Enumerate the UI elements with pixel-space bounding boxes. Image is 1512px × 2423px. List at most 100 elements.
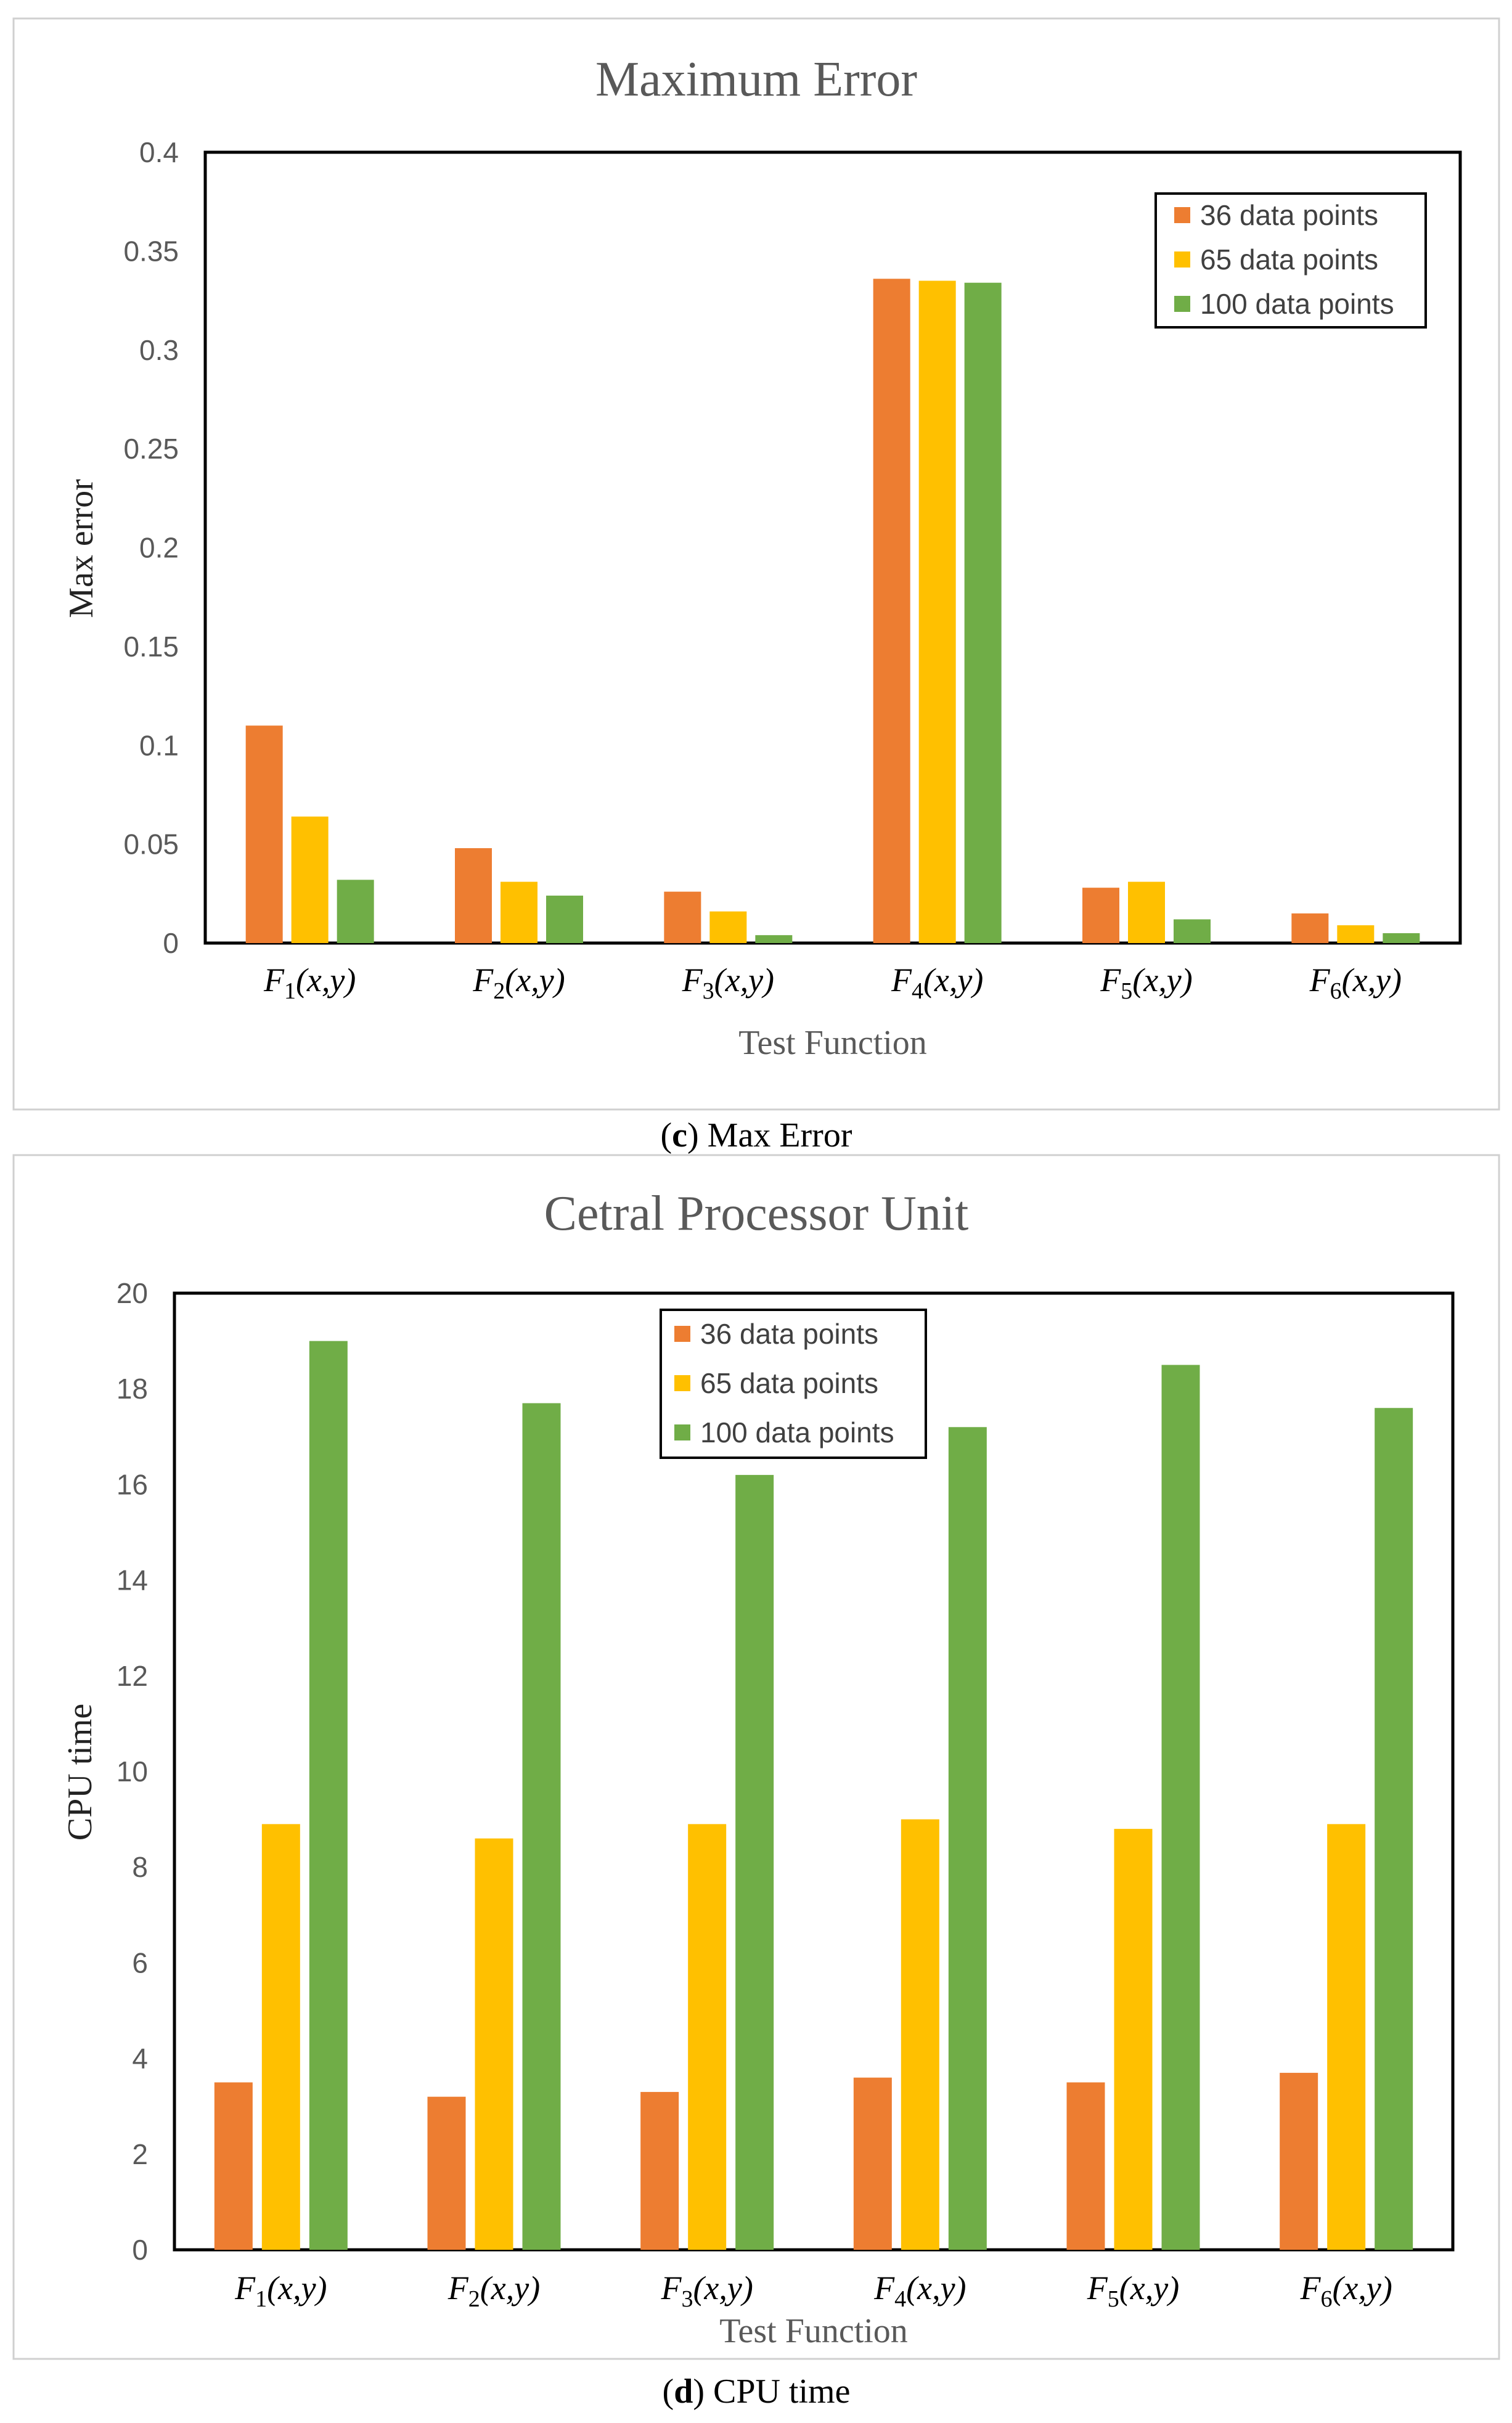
x-tick-label: F6(x,y) bbox=[1299, 2270, 1392, 2312]
bar-36-data-points-2 bbox=[455, 848, 492, 943]
x-tick-label: F5(x,y) bbox=[1100, 962, 1192, 1004]
y-tick-label: 2 bbox=[132, 2138, 148, 2170]
chart-border bbox=[12, 17, 1500, 1111]
bar-100-data-points-1 bbox=[309, 1341, 348, 2250]
bar-100-data-points-4 bbox=[948, 1427, 987, 2250]
bar-65-data-points-2 bbox=[501, 881, 537, 943]
legend-label: 100 data points bbox=[1200, 288, 1394, 320]
y-tick-label: 12 bbox=[116, 1660, 148, 1692]
x-tick-label: F2(x,y) bbox=[472, 962, 565, 1004]
caption-d: (d) CPU time bbox=[663, 2372, 851, 2411]
bar-100-data-points-6 bbox=[1383, 933, 1420, 943]
bar-100-data-points-5 bbox=[1174, 919, 1211, 943]
y-tick-label: 6 bbox=[132, 1947, 148, 1979]
legend-swatch bbox=[674, 1326, 690, 1342]
x-tick-label: F1(x,y) bbox=[263, 962, 356, 1004]
bar-36-data-points-6 bbox=[1291, 913, 1329, 943]
x-axis-label: Test Function bbox=[738, 1024, 927, 1062]
legend: 36 data points 65 data points 100 data poi… bbox=[660, 1309, 927, 1459]
legend-swatch bbox=[674, 1375, 690, 1391]
bar-65-data-points-6 bbox=[1337, 925, 1375, 943]
bar-100-data-points-6 bbox=[1375, 1408, 1413, 2250]
x-tick-label: F4(x,y) bbox=[873, 2270, 966, 2312]
legend: 36 data points 65 data points 100 data poi… bbox=[1154, 192, 1427, 329]
legend-swatch bbox=[674, 1424, 690, 1440]
caption-c: (c) Max Error bbox=[661, 1116, 852, 1154]
y-axis-ticks: 0 2 4 6 8 10 12 14 16 18 20 bbox=[116, 1277, 148, 2266]
bar-36-data-points-4 bbox=[853, 2077, 892, 2250]
bar-100-data-points-2 bbox=[546, 896, 583, 943]
bar-65-data-points-1 bbox=[291, 816, 329, 943]
x-tick-label: F6(x,y) bbox=[1309, 962, 1402, 1004]
y-tick-label: 0.05 bbox=[123, 828, 179, 860]
legend-label: 36 data points bbox=[700, 1318, 878, 1350]
legend-box bbox=[1154, 192, 1427, 329]
legend-label: 36 data points bbox=[1200, 199, 1378, 231]
y-tick-label: 0.15 bbox=[123, 631, 179, 663]
legend-swatch bbox=[1174, 207, 1190, 223]
bar-65-data-points-3 bbox=[688, 1824, 727, 2250]
x-tick-label: F1(x,y) bbox=[234, 2270, 327, 2312]
bar-65-data-points-2 bbox=[475, 1838, 513, 2250]
bar-65-data-points-5 bbox=[1114, 1829, 1153, 2250]
bar-100-data-points-3 bbox=[755, 935, 793, 943]
bar-100-data-points-2 bbox=[522, 1403, 561, 2250]
y-tick-label: 0 bbox=[132, 2234, 148, 2266]
x-tick-label: F5(x,y) bbox=[1087, 2270, 1179, 2312]
y-tick-label: 0.35 bbox=[123, 235, 179, 267]
x-axis-ticks: F1(x,y) F2(x,y) F3(x,y) F4(x,y) F5(x,y) F6(x,… bbox=[234, 2270, 1392, 2312]
plot-area bbox=[203, 150, 1462, 945]
bar-100-data-points-3 bbox=[735, 1474, 774, 2250]
y-tick-label: 0.3 bbox=[139, 334, 179, 366]
bar-65-data-points-6 bbox=[1327, 1824, 1366, 2250]
bar-36-data-points-2 bbox=[427, 2096, 466, 2250]
legend-swatch bbox=[1174, 251, 1190, 268]
bar-100-data-points-4 bbox=[964, 282, 1002, 943]
bar-36-data-points-3 bbox=[640, 2091, 679, 2250]
x-tick-label: F2(x,y) bbox=[447, 2270, 540, 2312]
y-tick-label: 10 bbox=[116, 1755, 148, 1788]
x-axis-label: Test Function bbox=[719, 2312, 908, 2350]
bar-65-data-points-1 bbox=[261, 1824, 300, 2250]
bar-36-data-points-1 bbox=[245, 725, 283, 943]
y-tick-label: 14 bbox=[116, 1564, 148, 1596]
y-tick-label: 20 bbox=[116, 1277, 148, 1309]
x-tick-label: F3(x,y) bbox=[660, 2270, 753, 2312]
chart-title: Maximum Error bbox=[595, 52, 917, 107]
y-tick-label: 0.1 bbox=[139, 729, 179, 761]
y-tick-label: 18 bbox=[116, 1373, 148, 1405]
bar-36-data-points-5 bbox=[1066, 2082, 1105, 2250]
chart-title: Cetral Processor Unit bbox=[544, 1187, 969, 1241]
legend-label: 65 data points bbox=[700, 1367, 878, 1399]
bar-36-data-points-1 bbox=[214, 2082, 253, 2250]
x-tick-label: F3(x,y) bbox=[682, 962, 774, 1004]
legend-swatch bbox=[1174, 296, 1190, 312]
bar-100-data-points-1 bbox=[337, 880, 374, 943]
bar-65-data-points-3 bbox=[709, 911, 747, 943]
y-axis-ticks: 0 0.05 0.1 0.15 0.2 0.25 0.3 0.35 0.4 bbox=[123, 136, 179, 959]
bar-36-data-points-6 bbox=[1280, 2072, 1318, 2250]
y-tick-label: 0.2 bbox=[139, 532, 179, 564]
bar-36-data-points-5 bbox=[1082, 888, 1119, 943]
legend-box bbox=[660, 1309, 927, 1459]
plot-area bbox=[173, 1291, 1455, 2252]
legend-label: 65 data points bbox=[1200, 243, 1378, 276]
y-tick-label: 0.4 bbox=[139, 136, 179, 168]
cpu-time-chart: Cetral Processor Unit 02468101214161820 … bbox=[12, 1154, 1500, 2360]
y-axis-label: CPU time bbox=[61, 1704, 99, 1841]
y-tick-label: 0 bbox=[163, 927, 179, 959]
bar-100-data-points-5 bbox=[1161, 1365, 1200, 2250]
y-tick-label: 8 bbox=[132, 1851, 148, 1883]
x-tick-label: F4(x,y) bbox=[891, 962, 983, 1004]
bar-65-data-points-5 bbox=[1128, 881, 1165, 943]
bar-65-data-points-4 bbox=[901, 1819, 939, 2250]
bars-group bbox=[214, 1341, 1413, 2250]
bar-65-data-points-4 bbox=[918, 280, 956, 943]
legend-label: 100 data points bbox=[700, 1416, 894, 1448]
bar-36-data-points-3 bbox=[664, 891, 701, 943]
y-axis-label: Max error bbox=[62, 479, 100, 618]
bars-group bbox=[245, 279, 1420, 943]
max-error-chart: Maximum Error 0 0.05 0.1 0.15 0.2 0.25 0.3 0.35… bbox=[12, 17, 1500, 1111]
y-tick-label: 4 bbox=[132, 2043, 148, 2075]
y-tick-label: 16 bbox=[116, 1468, 148, 1500]
